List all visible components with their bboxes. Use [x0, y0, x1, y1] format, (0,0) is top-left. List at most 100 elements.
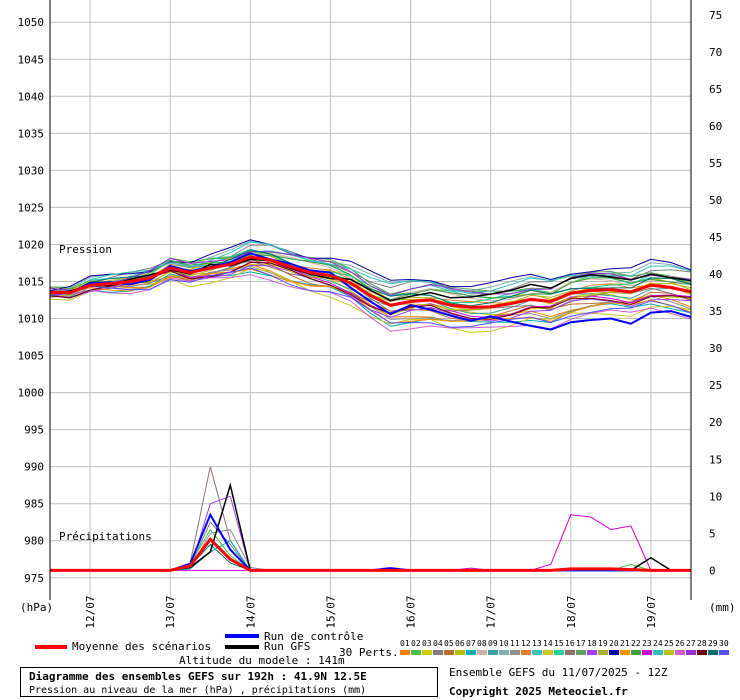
right-tick-labels: 0 5 10 15 20 25 30 35 40 45 50 55 60 65 70 75	[709, 9, 722, 578]
gfs-legend-label: Run GFS	[264, 640, 311, 653]
pert-number-13: 13	[532, 639, 542, 648]
pressure-pert-25	[49, 255, 692, 311]
pert-swatch-17	[576, 650, 586, 655]
pressure-pert-30	[49, 267, 692, 328]
precip-pert-07	[50, 540, 691, 571]
pert-number-28: 28	[697, 639, 707, 648]
right-tick-label: 35	[709, 305, 722, 318]
right-tick-label: 10	[709, 490, 722, 503]
pert-number-10: 10	[499, 639, 509, 648]
chart-subtitle: Pression au niveau de la mer (hPa) , pré…	[29, 685, 367, 696]
x-tick-label: 16/07	[405, 595, 418, 628]
mean-legend-swatch	[35, 645, 67, 649]
pert-number-27: 27	[686, 639, 696, 648]
pert-number-18: 18	[587, 639, 597, 648]
x-tick-label: 15/07	[324, 595, 337, 628]
pert-swatch-06	[455, 650, 465, 655]
pert-number-12: 12	[521, 639, 531, 648]
right-tick-label: 5	[709, 527, 716, 540]
pert-number-26: 26	[675, 639, 685, 648]
copyright-label: Copyright 2025 Meteociel.fr	[449, 685, 628, 698]
left-tick-label: 1005	[18, 350, 45, 363]
chart-title-box: Diagramme des ensembles GEFS sur 192h : …	[20, 667, 438, 697]
pert-swatch-23	[642, 650, 652, 655]
x-tick-label: 14/07	[244, 595, 257, 628]
left-tick-label: 1010	[18, 313, 45, 326]
pert-number-22: 22	[631, 639, 641, 648]
right-tick-label: 55	[709, 157, 722, 170]
pert-swatch-05	[444, 650, 454, 655]
pert-number-15: 15	[554, 639, 564, 648]
pert-swatch-08	[477, 650, 487, 655]
right-axis-unit: (mm)	[709, 601, 736, 614]
left-tick-label: 980	[24, 535, 44, 548]
pert-swatch-29	[708, 650, 718, 655]
right-tick-label: 65	[709, 83, 722, 96]
left-tick-label: 1000	[18, 387, 45, 400]
precip-annotation: Précipitations	[59, 530, 152, 543]
pert-swatch-10	[499, 650, 509, 655]
pert-number-09: 09	[488, 639, 498, 648]
left-axis-unit: (hPa)	[20, 601, 53, 614]
pert-swatch-26	[675, 650, 685, 655]
pert-number-25: 25	[664, 639, 674, 648]
pert-swatch-13	[532, 650, 542, 655]
x-tick-label: 19/07	[645, 595, 658, 628]
right-tick-label: 25	[709, 379, 722, 392]
left-tick-labels: 975 980 985 990 995 1000 1005 1010 1015 1020 1025 1…	[18, 16, 45, 585]
x-tick-label: 13/07	[164, 595, 177, 628]
right-tick-label: 60	[709, 120, 722, 133]
pert-number-24: 24	[653, 639, 663, 648]
pert-number-14: 14	[543, 639, 553, 648]
left-tick-label: 1030	[18, 164, 45, 177]
gfs-legend-swatch	[225, 645, 259, 649]
pert-swatch-09	[488, 650, 498, 655]
pressure-pert-21	[50, 268, 692, 324]
precip-pert-29	[50, 543, 691, 571]
pert-number-04: 04	[433, 639, 443, 648]
pressure-line-0	[50, 255, 692, 309]
pert-swatch-24	[653, 650, 663, 655]
pert-swatch-20	[609, 650, 619, 655]
pert-swatch-01	[400, 650, 410, 655]
left-tick-label: 1020	[18, 238, 45, 251]
pert-number-07: 07	[466, 639, 476, 648]
pressure-pert-27	[49, 251, 692, 296]
left-tick-label: 985	[24, 498, 44, 511]
right-tick-label: 45	[709, 231, 722, 244]
pert-swatch-16	[565, 650, 575, 655]
pert-number-17: 17	[576, 639, 586, 648]
pert-swatch-21	[620, 650, 630, 655]
pert-swatch-12	[521, 650, 531, 655]
pert-number-08: 08	[477, 639, 487, 648]
pert-number-20: 20	[609, 639, 619, 648]
pressure-series	[49, 239, 692, 333]
grid-lines	[50, 0, 691, 600]
control-legend-label: Run de contrôle	[264, 630, 364, 643]
right-tick-label: 50	[709, 194, 722, 207]
pert-number-30: 30	[719, 639, 729, 648]
left-tick-label: 1015	[18, 275, 45, 288]
pert-swatch-14	[543, 650, 553, 655]
pert-number-03: 03	[422, 639, 432, 648]
precip-line-0	[50, 537, 691, 572]
altitude-label: Altitude du modele : 141m	[179, 654, 345, 667]
pert-swatch-03	[422, 650, 432, 655]
perturbation-legend: 01 02 03 04 05 06 07 08 09 10 11 12 13 14 15 16 17 18 19 20…	[400, 639, 729, 655]
x-tick-label: 18/07	[565, 595, 578, 628]
right-tick-label: 70	[709, 46, 722, 59]
control-legend-swatch	[225, 634, 259, 638]
pert-swatch-27	[686, 650, 696, 655]
right-tick-label: 30	[709, 342, 722, 355]
pert-number-06: 06	[455, 639, 465, 648]
chart-title: Diagramme des ensembles GEFS sur 192h : …	[29, 670, 367, 683]
pressure-annotation: Pression	[59, 243, 112, 256]
pert-number-21: 21	[620, 639, 630, 648]
right-tick-label: 75	[709, 9, 722, 22]
perts-legend-label: 30 Perts.	[339, 646, 399, 659]
left-tick-label: 1050	[18, 16, 45, 29]
x-tick-label: 12/07	[84, 595, 97, 628]
pert-swatch-15	[554, 650, 564, 655]
precipitation-series	[50, 466, 691, 572]
right-tick-label: 15	[709, 453, 722, 466]
